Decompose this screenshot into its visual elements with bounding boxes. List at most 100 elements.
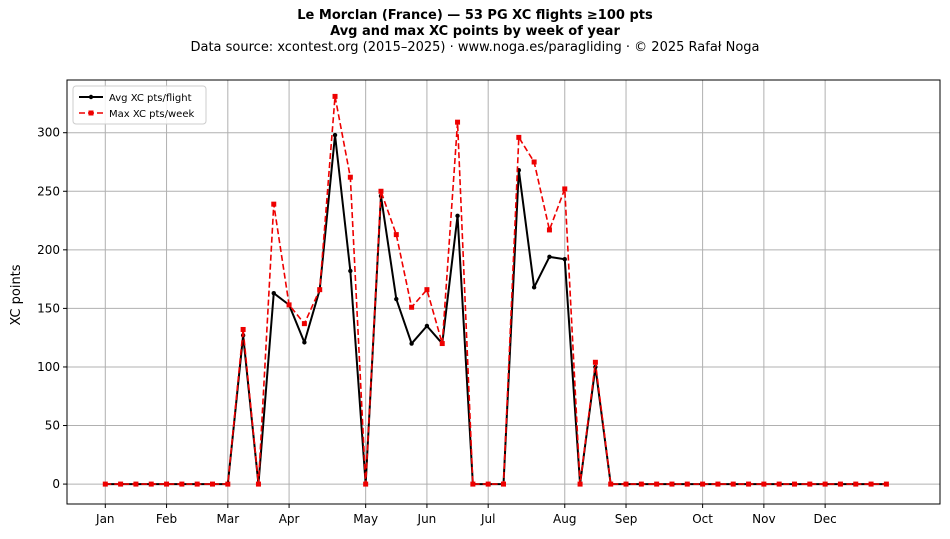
legend-swatch-marker <box>88 94 94 100</box>
grid <box>67 80 940 504</box>
data-point <box>332 132 338 138</box>
data-point <box>102 481 108 487</box>
x-tick-label: Nov <box>752 512 775 526</box>
data-point <box>271 201 277 207</box>
data-point <box>409 341 414 346</box>
data-point <box>853 481 859 487</box>
data-point <box>531 285 537 290</box>
data-point <box>485 481 491 487</box>
chart-titles: Le Morclan (France) — 53 PG XC flights ≥… <box>0 8 950 56</box>
legend-box <box>72 85 207 125</box>
data-point <box>837 481 843 487</box>
chart-subtitle: Avg and max XC points by week of year <box>330 24 620 39</box>
data-point <box>164 481 170 487</box>
data-point <box>638 481 644 487</box>
data-point <box>684 481 690 487</box>
data-point <box>470 481 476 487</box>
data-point <box>118 481 124 487</box>
data-point <box>792 481 797 487</box>
data-point <box>301 321 307 327</box>
data-point <box>271 290 276 296</box>
x-tick-label: Jun <box>417 512 437 526</box>
x-tick-label: Mar <box>216 512 239 526</box>
y-tick-label: 200 <box>37 243 60 257</box>
data-point <box>761 481 767 487</box>
data-point <box>669 481 675 487</box>
data-point <box>623 481 629 487</box>
data-point <box>730 481 736 487</box>
data-point <box>715 481 721 487</box>
data-point <box>455 119 461 125</box>
data-point <box>363 481 369 487</box>
legend-swatch-marker <box>88 110 94 116</box>
y-tick-label: 0 <box>52 477 60 491</box>
data-point <box>194 481 200 487</box>
data-point <box>210 481 215 487</box>
x-tick-label: Jan <box>95 512 115 526</box>
data-point <box>592 359 598 365</box>
data-point <box>317 287 323 293</box>
data-point <box>822 481 828 487</box>
plot-frame <box>66 79 941 505</box>
data-point <box>394 296 399 302</box>
y-tick-label: 250 <box>37 184 60 198</box>
data-point <box>654 481 660 487</box>
data-point <box>347 174 353 180</box>
x-tick-label: Apr <box>279 512 300 526</box>
y-tick-label: 150 <box>37 301 60 315</box>
data-point <box>240 326 246 332</box>
data-point <box>547 254 552 260</box>
data-point <box>531 159 537 165</box>
series-group <box>102 93 889 487</box>
data-point <box>776 481 782 487</box>
data-point <box>133 481 139 487</box>
data-point <box>883 481 889 487</box>
y-tick-label: 100 <box>37 360 60 374</box>
y-tick-label: 300 <box>37 126 60 140</box>
data-point <box>393 232 399 238</box>
data-point <box>439 341 445 347</box>
data-point <box>868 481 874 487</box>
x-tick-label: Oct <box>692 512 713 526</box>
series-avg <box>103 132 889 487</box>
legend-label: Avg XC pts/flight <box>109 93 192 104</box>
axes: 0 50 100 150 200 250 300 Jan Feb Mar Apr May Jun Jul A… <box>37 79 941 526</box>
x-tick-label: Dec <box>814 512 837 526</box>
y-axis-label: XC points <box>9 264 24 325</box>
data-point <box>148 481 154 487</box>
data-point <box>807 481 813 487</box>
chart-title: Le Morclan (France) — 53 PG XC flights ≥… <box>297 8 653 23</box>
data-point <box>455 213 460 219</box>
y-tick-label: 50 <box>45 419 60 433</box>
legend: Avg XC pts/flight Max XC pts/week <box>72 85 207 125</box>
series-line <box>105 134 887 486</box>
data-point <box>501 481 506 487</box>
legend-label: Max XC pts/week <box>109 109 194 120</box>
series-line <box>105 95 887 485</box>
x-tick-label: Jul <box>480 512 495 526</box>
data-point <box>332 93 338 99</box>
data-point <box>608 481 614 487</box>
data-point <box>409 304 415 310</box>
data-point <box>562 186 568 192</box>
chart-source: Data source: xcontest.org (2015–2025) · … <box>190 40 760 55</box>
series-max <box>102 93 889 487</box>
x-tick-label: Sep <box>615 512 638 526</box>
data-point <box>348 268 353 274</box>
data-point <box>700 481 706 487</box>
data-point <box>424 287 430 293</box>
data-point <box>225 481 231 487</box>
data-point <box>378 188 384 194</box>
data-point <box>577 481 583 487</box>
data-point <box>302 340 307 345</box>
data-point <box>286 302 292 308</box>
x-tick-label: May <box>353 512 378 526</box>
data-point <box>546 227 552 233</box>
x-tick-label: Aug <box>553 512 576 526</box>
data-point <box>746 481 752 487</box>
data-point <box>562 257 567 262</box>
data-point <box>255 481 261 487</box>
data-point <box>179 481 185 487</box>
data-point <box>424 323 430 329</box>
